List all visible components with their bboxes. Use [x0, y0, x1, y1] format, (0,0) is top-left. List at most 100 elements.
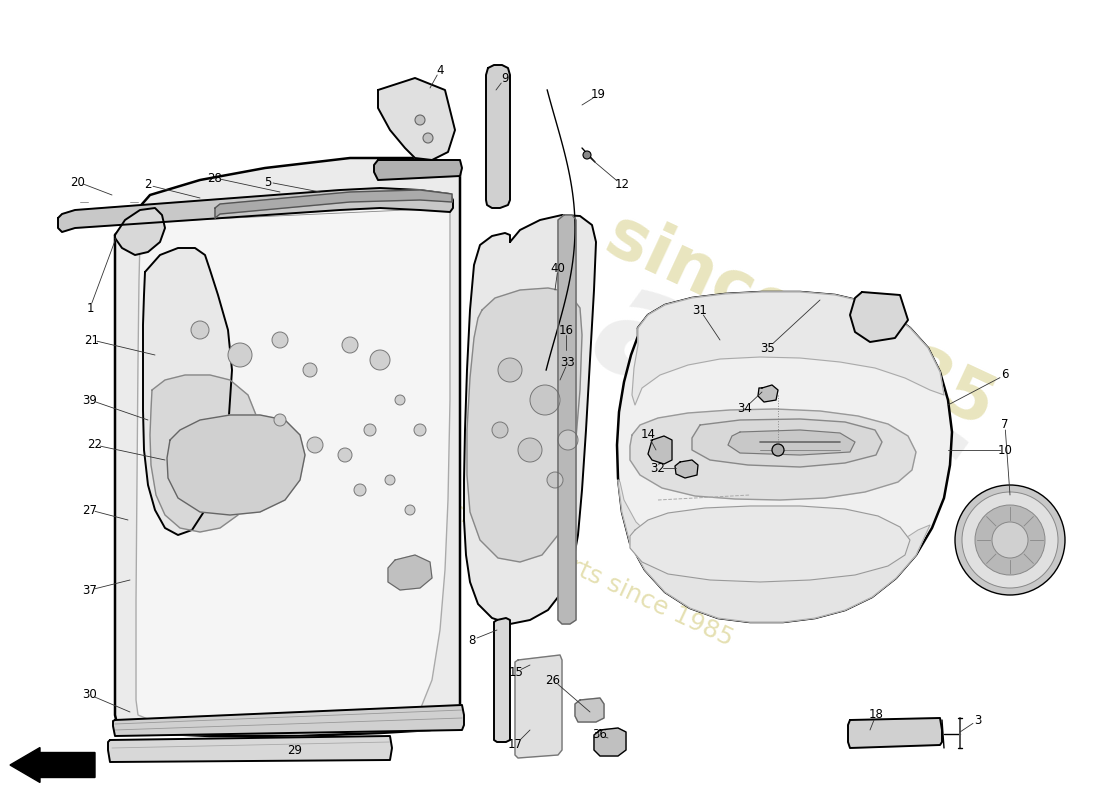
Circle shape — [530, 385, 560, 415]
Circle shape — [395, 395, 405, 405]
Circle shape — [498, 358, 522, 382]
Text: 12: 12 — [615, 178, 629, 191]
Text: 35: 35 — [760, 342, 775, 354]
Circle shape — [975, 505, 1045, 575]
Polygon shape — [116, 208, 165, 255]
Text: 36: 36 — [593, 729, 607, 742]
Text: 20: 20 — [70, 175, 86, 189]
Text: 27: 27 — [82, 503, 98, 517]
Circle shape — [302, 363, 317, 377]
Text: 39: 39 — [82, 394, 98, 406]
Text: 5: 5 — [264, 175, 272, 189]
Text: 16: 16 — [559, 323, 573, 337]
Text: 37: 37 — [82, 583, 98, 597]
Circle shape — [992, 522, 1028, 558]
Polygon shape — [575, 698, 604, 722]
Circle shape — [364, 424, 376, 436]
Polygon shape — [648, 436, 672, 464]
Polygon shape — [486, 65, 510, 208]
Polygon shape — [515, 655, 562, 758]
Text: 17: 17 — [507, 738, 522, 751]
Polygon shape — [167, 415, 305, 515]
Text: 19: 19 — [591, 89, 605, 102]
Text: 31: 31 — [693, 303, 707, 317]
Circle shape — [772, 444, 784, 456]
Polygon shape — [136, 193, 450, 728]
Circle shape — [385, 475, 395, 485]
Circle shape — [354, 484, 366, 496]
Circle shape — [405, 505, 415, 515]
Text: 8: 8 — [469, 634, 475, 646]
Polygon shape — [558, 215, 576, 624]
Text: 22: 22 — [88, 438, 102, 451]
Text: since 1985: since 1985 — [595, 201, 1005, 439]
Polygon shape — [374, 160, 462, 180]
Text: a passion for parts since 1985: a passion for parts since 1985 — [384, 469, 737, 651]
Text: 15: 15 — [508, 666, 524, 678]
Polygon shape — [108, 736, 392, 762]
Circle shape — [583, 151, 591, 159]
Circle shape — [558, 430, 578, 450]
Text: 32: 32 — [650, 462, 666, 474]
Circle shape — [342, 337, 358, 353]
Text: 28: 28 — [208, 171, 222, 185]
Polygon shape — [850, 292, 908, 342]
Circle shape — [415, 115, 425, 125]
Polygon shape — [675, 460, 698, 478]
Text: 1: 1 — [86, 302, 94, 314]
Circle shape — [547, 472, 563, 488]
Text: 4: 4 — [437, 63, 443, 77]
Polygon shape — [150, 375, 260, 532]
Polygon shape — [632, 292, 944, 405]
Polygon shape — [143, 248, 232, 535]
Circle shape — [307, 437, 323, 453]
Polygon shape — [630, 506, 910, 582]
Text: 6: 6 — [1001, 369, 1009, 382]
Circle shape — [955, 485, 1065, 595]
Polygon shape — [848, 718, 942, 748]
Text: ares: ares — [571, 247, 990, 553]
Polygon shape — [594, 728, 626, 756]
Polygon shape — [464, 215, 596, 624]
Text: 10: 10 — [998, 443, 1012, 457]
Text: 34: 34 — [738, 402, 752, 414]
Circle shape — [228, 343, 252, 367]
Circle shape — [962, 492, 1058, 588]
Polygon shape — [468, 288, 582, 562]
Text: 3: 3 — [975, 714, 981, 726]
Polygon shape — [630, 409, 916, 500]
Text: 26: 26 — [546, 674, 561, 686]
Text: 9: 9 — [502, 71, 508, 85]
Text: 33: 33 — [561, 355, 575, 369]
Polygon shape — [113, 705, 464, 736]
Circle shape — [518, 438, 542, 462]
Text: 2: 2 — [144, 178, 152, 191]
Text: 18: 18 — [869, 709, 883, 722]
Polygon shape — [116, 158, 460, 736]
Polygon shape — [617, 292, 952, 622]
Polygon shape — [728, 430, 855, 455]
Polygon shape — [494, 618, 510, 742]
Polygon shape — [758, 385, 778, 402]
Text: 21: 21 — [85, 334, 99, 346]
Circle shape — [191, 321, 209, 339]
FancyArrow shape — [10, 747, 95, 782]
Polygon shape — [618, 480, 930, 622]
Text: 30: 30 — [82, 689, 98, 702]
Circle shape — [424, 133, 433, 143]
Circle shape — [274, 414, 286, 426]
Text: 14: 14 — [640, 429, 656, 442]
Polygon shape — [388, 555, 432, 590]
Polygon shape — [58, 188, 453, 232]
Circle shape — [370, 350, 390, 370]
Circle shape — [414, 424, 426, 436]
Circle shape — [338, 448, 352, 462]
Text: 29: 29 — [287, 743, 303, 757]
Circle shape — [272, 332, 288, 348]
Polygon shape — [692, 419, 882, 467]
Polygon shape — [214, 190, 452, 218]
Polygon shape — [378, 78, 455, 160]
Text: 7: 7 — [1001, 418, 1009, 431]
Circle shape — [492, 422, 508, 438]
Text: 40: 40 — [551, 262, 565, 274]
